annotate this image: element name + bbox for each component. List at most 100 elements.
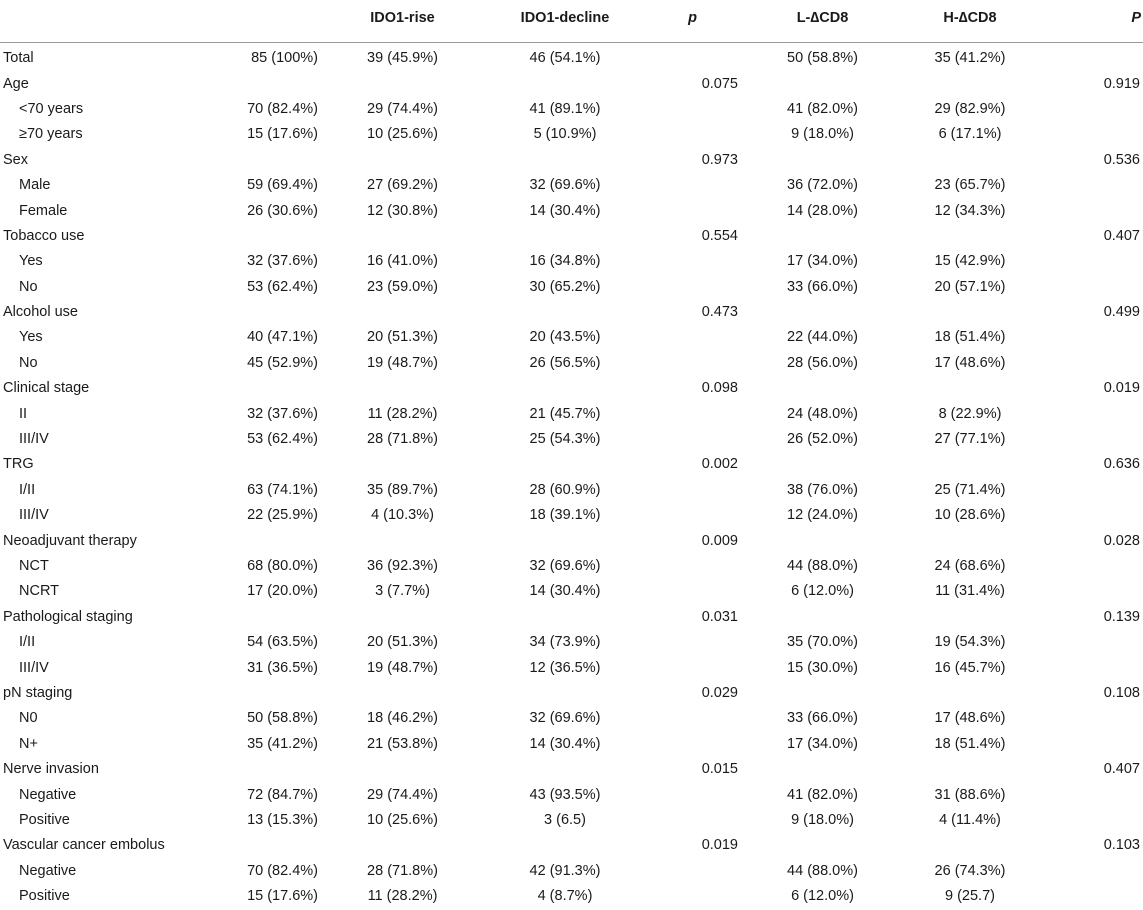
cell-h-delta-cd8 xyxy=(905,680,1035,705)
cell-h-delta-cd8: 11 (31.4%) xyxy=(935,583,1005,600)
cell-ido1-decline: 20 (43.5%) xyxy=(529,329,601,346)
cell-h-delta-cd8: 9 (25.7) xyxy=(945,888,995,905)
cell-total: 70 (82.4%) xyxy=(247,862,318,879)
cell-p-cd8: 0.919 xyxy=(1103,75,1140,92)
cell-variable: III/IV xyxy=(19,507,49,524)
cell-ido1-rise: 23 (59.0%) xyxy=(367,278,438,295)
cell-ido1-decline xyxy=(485,376,645,401)
cell-p-cd8: 0.108 xyxy=(1103,684,1140,701)
header-ido1-decline: IDO1-decline xyxy=(485,0,645,43)
cell-l-delta-cd8 xyxy=(740,223,905,248)
cell-ido1-decline: 42 (91.3%) xyxy=(529,862,601,879)
cell-p-ido1 xyxy=(645,325,740,350)
cell-l-delta-cd8 xyxy=(740,376,905,401)
cell-l-delta-cd8: 44 (88.0%) xyxy=(787,862,858,879)
cell-total: 50 (58.8%) xyxy=(247,710,318,727)
cell-total xyxy=(210,756,320,781)
cell-l-delta-cd8: 12 (24.0%) xyxy=(787,507,858,524)
cell-variable: N0 xyxy=(19,710,38,727)
cell-h-delta-cd8 xyxy=(905,604,1035,629)
cell-h-delta-cd8: 10 (28.6%) xyxy=(934,507,1006,524)
cell-ido1-rise: 39 (45.9%) xyxy=(367,50,438,67)
cell-h-delta-cd8: 6 (17.1%) xyxy=(938,126,1002,143)
cell-variable: Neoadjuvant therapy xyxy=(3,532,137,549)
cell-h-delta-cd8: 29 (82.9%) xyxy=(934,100,1006,117)
cell-p-cd8 xyxy=(1035,706,1143,731)
cell-variable: Tobacco use xyxy=(3,227,85,244)
cell-p-cd8 xyxy=(1035,883,1143,908)
cell-ido1-rise: 12 (30.8%) xyxy=(367,202,438,219)
cell-ido1-decline: 41 (89.1%) xyxy=(529,100,601,117)
table-row: Female 26 (30.6%) 12 (30.8%) 14 (30.4%) 14 (… xyxy=(0,198,1143,223)
cell-h-delta-cd8 xyxy=(905,376,1035,401)
header-variable xyxy=(0,0,210,43)
cell-p-cd8 xyxy=(1035,579,1143,604)
cell-total xyxy=(210,376,320,401)
cell-total: 53 (62.4%) xyxy=(247,278,318,295)
cell-ido1-decline: 4 (8.7%) xyxy=(537,888,593,905)
cell-h-delta-cd8: 20 (57.1%) xyxy=(934,278,1006,295)
cell-p-cd8 xyxy=(1035,325,1143,350)
cell-ido1-decline xyxy=(485,756,645,781)
cell-l-delta-cd8: 14 (28.0%) xyxy=(787,202,858,219)
cell-h-delta-cd8 xyxy=(905,147,1035,172)
header-p-cd8: P xyxy=(1035,0,1143,43)
cell-ido1-decline: 3 (6.5) xyxy=(544,811,586,828)
cell-p-cd8 xyxy=(1035,629,1143,654)
table-row: I/II 63 (74.1%) 35 (89.7%) 28 (60.9%) 38 (76… xyxy=(0,477,1143,502)
cell-variable: I/II xyxy=(19,634,36,651)
cell-l-delta-cd8 xyxy=(740,833,905,858)
cell-total: 45 (52.9%) xyxy=(247,354,318,371)
header-p-ido1: p xyxy=(645,0,740,43)
cell-ido1-rise xyxy=(320,756,485,781)
cell-ido1-rise: 4 (10.3%) xyxy=(371,507,434,524)
cell-l-delta-cd8: 38 (76.0%) xyxy=(787,481,858,498)
cell-l-delta-cd8: 44 (88.0%) xyxy=(787,558,858,574)
cell-ido1-rise: 29 (74.4%) xyxy=(367,100,438,117)
cell-ido1-decline: 16 (34.8%) xyxy=(529,253,601,270)
cell-p-cd8: 0.499 xyxy=(1103,304,1140,321)
cell-total: 31 (36.5%) xyxy=(247,659,318,676)
cell-l-delta-cd8: 17 (34.0%) xyxy=(787,253,858,270)
table-row: Yes 32 (37.6%) 16 (41.0%) 16 (34.8%) 17 (34.… xyxy=(0,249,1143,274)
cell-p-ido1 xyxy=(645,503,740,528)
cell-total: 17 (20.0%) xyxy=(247,583,318,600)
table-row: Alcohol use 0.473 0.499 xyxy=(0,299,1143,324)
cell-p-ido1: 0.009 xyxy=(701,532,738,549)
cell-l-delta-cd8: 26 (52.0%) xyxy=(787,431,858,448)
cell-l-delta-cd8: 41 (82.0%) xyxy=(787,786,858,803)
cell-l-delta-cd8: 33 (66.0%) xyxy=(787,278,858,295)
cell-ido1-decline: 30 (65.2%) xyxy=(529,278,601,295)
cell-p-ido1 xyxy=(645,122,740,147)
cell-p-ido1: 0.029 xyxy=(701,684,738,701)
cell-ido1-decline: 12 (36.5%) xyxy=(529,659,601,676)
cell-p-ido1 xyxy=(645,579,740,604)
cell-variable: Pathological staging xyxy=(3,608,133,625)
cell-ido1-decline: 14 (30.4%) xyxy=(529,202,601,219)
cell-h-delta-cd8: 15 (42.9%) xyxy=(934,253,1006,270)
table-row: Pathological staging 0.031 0.139 xyxy=(0,604,1143,629)
cell-l-delta-cd8: 9 (18.0%) xyxy=(791,126,854,143)
cell-h-delta-cd8: 17 (48.6%) xyxy=(934,354,1006,371)
cell-p-ido1 xyxy=(645,249,740,274)
cell-ido1-rise: 20 (51.3%) xyxy=(367,329,438,346)
cell-p-cd8 xyxy=(1035,401,1143,426)
table-row: N0 50 (58.8%) 18 (46.2%) 32 (69.6%) 33 (66.0… xyxy=(0,706,1143,731)
cell-ido1-decline xyxy=(485,833,645,858)
cell-p-cd8: 0.407 xyxy=(1103,761,1140,778)
cell-total: 59 (69.4%) xyxy=(247,177,318,194)
table-row: Age 0.075 0.919 xyxy=(0,71,1143,96)
cell-ido1-rise: 11 (28.2%) xyxy=(367,888,438,905)
cell-total: 32 (37.6%) xyxy=(247,405,318,422)
table-header-row: IDO1-rise IDO1-decline p L-∆CD8 H-∆CD8 P xyxy=(0,0,1143,43)
cell-h-delta-cd8: 8 (22.9%) xyxy=(938,405,1002,422)
cell-l-delta-cd8: 33 (66.0%) xyxy=(787,710,858,727)
cell-variable: ≥70 years xyxy=(19,126,83,143)
header-total xyxy=(210,0,320,43)
cell-p-cd8 xyxy=(1035,807,1143,832)
table-row: II 32 (37.6%) 11 (28.2%) 21 (45.7%) 24 (48.0… xyxy=(0,401,1143,426)
cell-p-cd8 xyxy=(1035,858,1143,883)
cell-p-ido1: 0.019 xyxy=(701,837,738,854)
cell-ido1-rise xyxy=(320,680,485,705)
cell-p-cd8 xyxy=(1035,198,1143,223)
